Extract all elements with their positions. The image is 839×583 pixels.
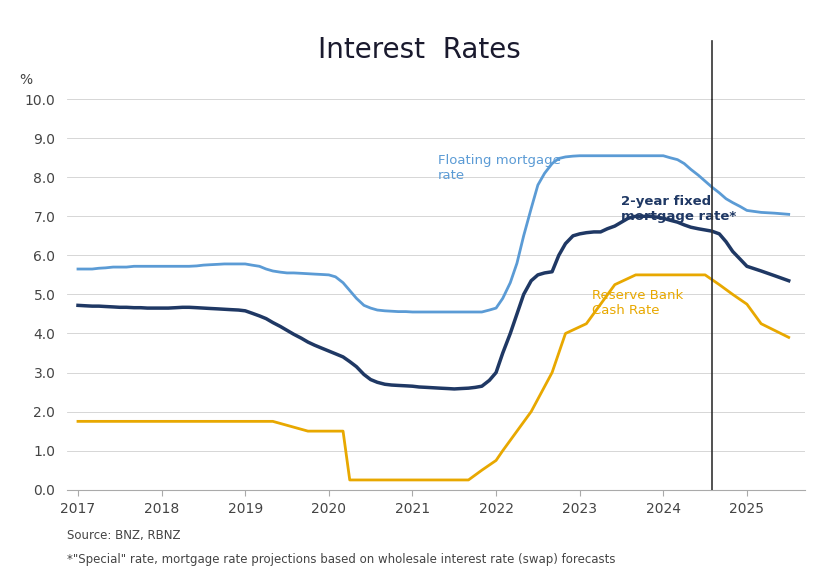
Text: Source: BNZ, RBNZ: Source: BNZ, RBNZ [67,529,180,542]
Text: Floating mortgage
rate: Floating mortgage rate [437,154,560,182]
Text: 2-year fixed
mortgage rate*: 2-year fixed mortgage rate* [622,195,737,223]
Text: %: % [19,73,32,87]
Text: *"Special" rate, mortgage rate projections based on wholesale interest rate (swa: *"Special" rate, mortgage rate projectio… [67,553,616,566]
Text: Reserve Bank
Cash Rate: Reserve Bank Cash Rate [592,289,684,317]
Text: Interest  Rates: Interest Rates [318,36,521,64]
